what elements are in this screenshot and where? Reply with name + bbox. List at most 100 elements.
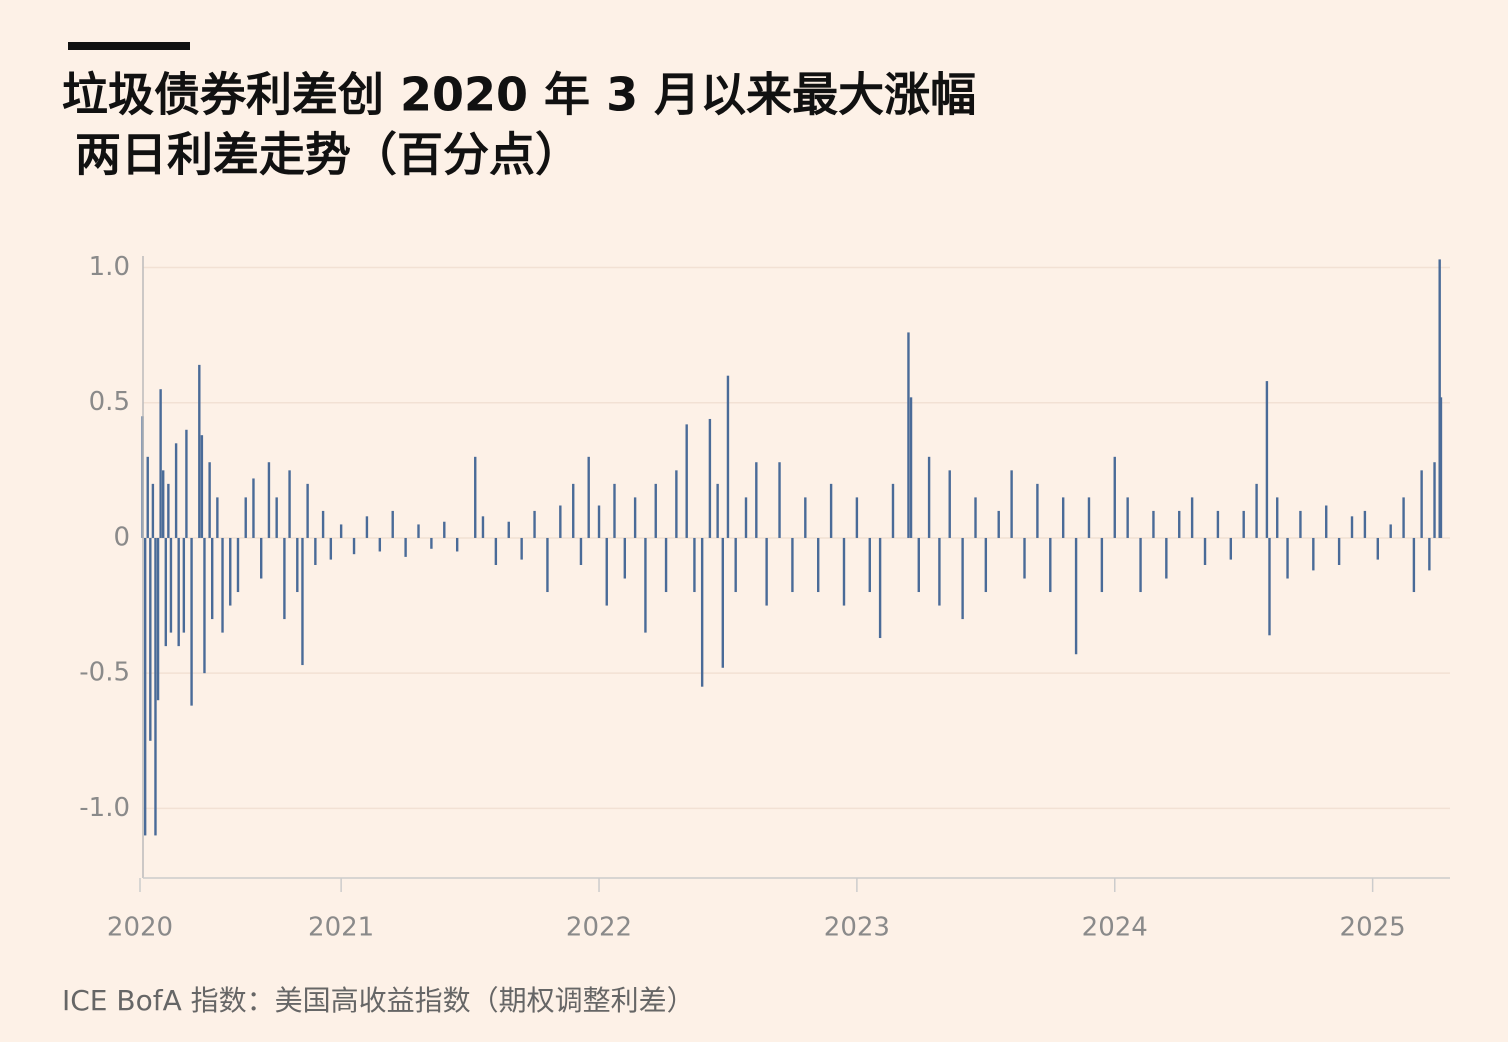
bar	[169, 537, 173, 633]
bar	[182, 537, 186, 633]
bar	[301, 537, 304, 666]
bar	[198, 364, 201, 538]
bar	[693, 537, 696, 593]
bar	[997, 510, 1000, 538]
bar	[143, 537, 147, 836]
bar	[494, 537, 498, 565]
bar	[878, 537, 882, 639]
bar	[200, 435, 204, 538]
bar	[417, 524, 420, 538]
bar	[644, 537, 647, 633]
bar	[1276, 497, 1279, 538]
bar	[1229, 537, 1233, 560]
bar	[559, 505, 562, 538]
bar	[164, 537, 167, 647]
bar	[1350, 516, 1354, 538]
bar	[260, 537, 263, 579]
bar	[938, 537, 941, 606]
bars	[141, 259, 1443, 836]
x-tick-label: 2021	[308, 913, 374, 943]
bar	[174, 443, 178, 538]
bar	[1312, 537, 1315, 571]
bar	[755, 462, 758, 538]
y-tick-label: -1.0	[79, 793, 130, 823]
bar	[156, 537, 160, 701]
bar	[244, 497, 247, 538]
bar	[1203, 537, 1207, 565]
bar	[229, 537, 232, 606]
bar	[159, 389, 162, 538]
bar	[211, 537, 214, 620]
x-tick-label: 2020	[107, 913, 173, 943]
bar	[1049, 537, 1052, 593]
bar	[329, 537, 333, 560]
title-bar	[68, 42, 190, 50]
bar	[352, 537, 356, 555]
bar	[1428, 537, 1431, 571]
bar	[842, 537, 846, 606]
grid	[143, 266, 1450, 810]
bar	[236, 537, 240, 593]
bar	[1286, 537, 1289, 579]
bar	[1036, 483, 1039, 538]
bar	[520, 537, 523, 560]
bar	[1216, 510, 1220, 538]
bar	[572, 483, 575, 538]
bar	[533, 510, 536, 538]
bar	[623, 537, 627, 579]
bar	[597, 505, 601, 538]
bar	[306, 483, 309, 538]
bar	[907, 332, 910, 538]
bar	[151, 483, 155, 538]
bar	[283, 537, 286, 620]
bar	[339, 524, 343, 538]
bar	[190, 537, 193, 706]
bar	[829, 483, 833, 538]
bar	[275, 497, 278, 538]
bar	[378, 537, 382, 552]
bar	[1152, 510, 1155, 538]
y-tick-label: -0.5	[79, 658, 130, 688]
bar	[1139, 537, 1142, 593]
bar	[474, 456, 477, 538]
bar	[167, 483, 170, 538]
bar	[546, 537, 549, 593]
bar	[1255, 483, 1258, 538]
bar	[443, 521, 446, 538]
bar	[868, 537, 871, 593]
bar	[700, 537, 704, 687]
bar	[1190, 497, 1194, 538]
bar	[778, 462, 781, 538]
bar	[1376, 537, 1379, 560]
bar	[1389, 524, 1392, 538]
bar	[613, 483, 616, 538]
x-tick-label: 2024	[1082, 913, 1148, 943]
bar	[817, 537, 820, 593]
bar	[1023, 537, 1026, 579]
bar	[146, 456, 149, 538]
bar	[1010, 470, 1013, 538]
bar	[927, 456, 931, 538]
bar	[216, 497, 219, 538]
bar	[391, 510, 394, 538]
chart-title: 垃圾债券利差创 2020 年 3 月以来最大涨幅	[62, 68, 976, 122]
bar	[675, 470, 678, 538]
bar	[208, 462, 211, 538]
bar	[974, 497, 977, 538]
bar	[1402, 497, 1405, 538]
bar	[1265, 381, 1269, 538]
bar	[579, 537, 583, 565]
bar	[1268, 537, 1271, 636]
bar	[726, 375, 730, 538]
bar	[721, 537, 724, 668]
bar	[791, 537, 794, 593]
bar	[314, 537, 317, 565]
bar	[855, 497, 859, 538]
bar	[1074, 537, 1078, 655]
bar	[664, 537, 668, 593]
bar	[221, 537, 224, 633]
bar	[288, 470, 291, 538]
bar	[267, 462, 271, 538]
